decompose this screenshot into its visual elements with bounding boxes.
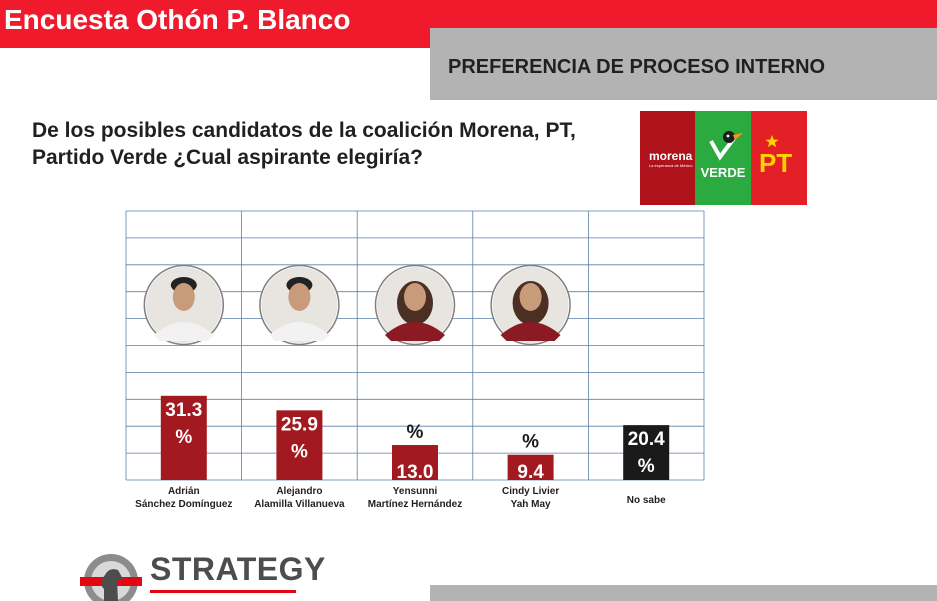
avatar-adrian-face [172,283,195,311]
section-subtitle: PREFERENCIA DE PROCESO INTERNO [448,56,826,78]
pt-logo: PT [751,111,807,205]
survey-question: De los posibles candidatos de la coalici… [32,117,632,171]
verde-logo: VERDE [695,111,751,205]
star-icon [765,135,779,148]
question-line-2: Partido Verde ¿Cual aspirante elegiría? [32,146,423,169]
brand-underline [150,590,296,593]
category-label: Martínez Hernández [368,499,462,510]
bar-unit-label: % [638,456,655,477]
morena-logo: morena La esperanza de México [640,111,695,205]
morena-logo-text: morena [649,149,693,163]
bar-value-label: 25.9 [281,414,318,435]
chart-bar [392,445,438,480]
category-label: Yah May [511,499,551,510]
bar-unit-label: % [175,427,192,448]
strategy-brand: STRATEGY [150,551,326,587]
bar-value-label: 31.3 [165,400,202,421]
category-label: Alamilla Villanueva [254,499,345,510]
bar-value-label: 20.4 [628,429,665,450]
toucan-icon [709,131,743,161]
chart-bar [276,410,323,480]
category-label: Yensunni [393,486,438,497]
chart-bar [623,425,670,480]
bar-unit-label: % [407,422,424,443]
avatar-cindy-shoulders [500,322,561,341]
coalition-logos: morena La esperanza de México VERDE PT [640,111,807,205]
avatar-adrian-shoulders [153,322,214,341]
category-label: No sabe [627,495,666,506]
strategy-logo-icon [80,554,142,601]
bar-value-label: 9.4 [517,462,544,483]
footer-band [430,585,937,601]
question-line-1: De los posibles candidatos de la coalici… [32,119,576,142]
bar-unit-label: % [291,441,308,462]
chart-bar [160,395,207,480]
survey-title: Encuesta Othón P. Blanco [4,4,351,35]
avatar-alejandro-face [288,283,311,311]
avatar-yensunni-shoulders [385,322,445,341]
pt-logo-text: PT [759,148,793,178]
bar-value-label: 13.0 [397,462,434,483]
avatar-alejandro-shoulders [269,322,330,341]
category-label: Alejandro [276,486,322,497]
bar-unit-label: % [522,432,539,453]
category-label: Sánchez Domínguez [135,499,232,510]
morena-logo-tagline: La esperanza de México [649,163,693,168]
verde-logo-text: VERDE [700,165,746,180]
avatar-yensunni-face [404,283,426,311]
chart-bar [507,454,554,480]
category-label: Cindy Livier [502,486,559,497]
category-label: Adrián [168,486,200,497]
subtitle-band [430,28,937,100]
avatar-cindy-face [519,283,542,311]
